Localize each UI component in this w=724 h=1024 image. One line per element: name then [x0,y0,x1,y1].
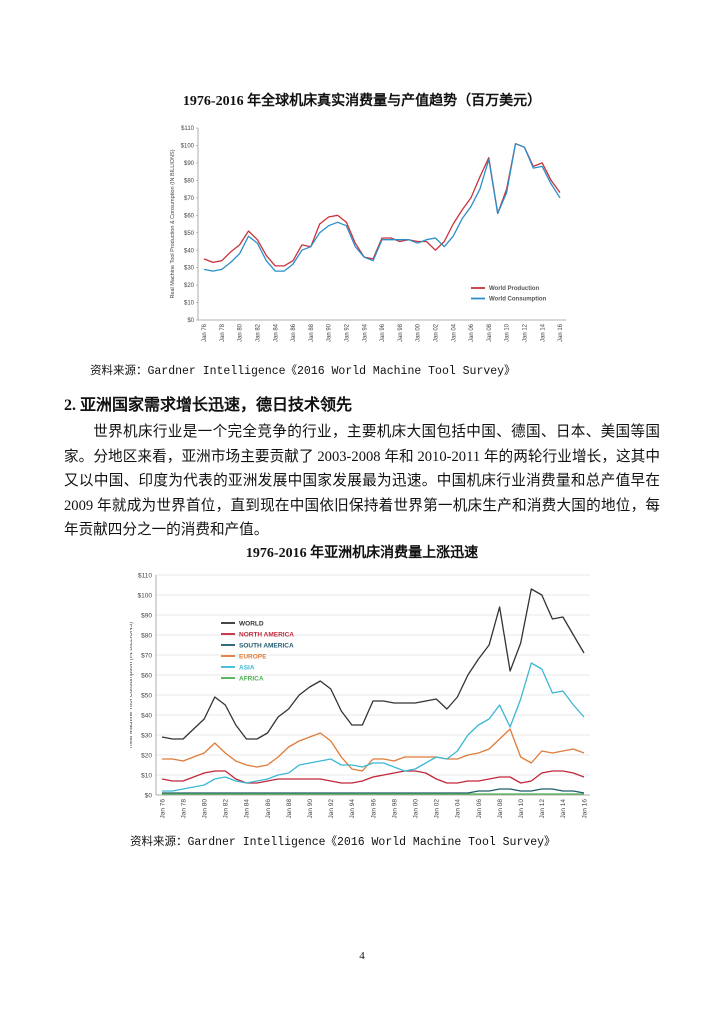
chart: $0 $10 $20 $30 $40 $50 $60 $70 $80 $90 $100 $110 Rea… [130,572,590,819]
y-tick-label: $90 [141,612,152,619]
x-tick-label: Jan 08 [497,799,504,819]
y-tick-label: $80 [184,178,195,184]
x-tick-label: Jan 94 [362,323,368,342]
x-tick-label: Jan 88 [286,799,293,819]
y-tick-label: $80 [141,632,152,639]
x-tick-label: Jan 02 [434,799,441,819]
x-tick-label: Jan 84 [273,323,279,342]
y-tick-label: $90 [184,161,195,167]
x-tick-label: Jan 90 [307,799,314,819]
y-tick-label: $10 [141,772,152,779]
x-tick-label: Jan 04 [455,799,462,819]
series-line [162,728,585,772]
y-tick-label: $0 [187,318,194,324]
series-line [161,588,585,740]
x-tick-label: Jan 16 [558,323,564,342]
x-tick-label: Jan 86 [265,799,272,819]
series-line [162,788,585,794]
y-tick-label: $60 [141,672,152,679]
chart-title: 1976-2016 年亚洲机床消费量上涨迅速 [245,546,479,561]
x-tick-label: Jan 06 [476,799,483,819]
y-tick-label: $50 [141,692,152,699]
legend-label: World Consumption [489,297,547,303]
x-tick-label: Jan 78 [180,799,187,819]
x-tick-label: Jan 92 [328,799,335,819]
paragraph: 世界机床行业是一个完全竞争的行业，主要机床大国包括中国、德国、日本、美国等国家。… [64,424,660,538]
x-tick-label: Jan 14 [540,323,546,342]
x-tick-label: Jan 06 [469,323,475,342]
source: 资料来源：Gardner Intelligence《2016 World Mac… [90,365,516,378]
x-tick-label: Jan 14 [560,799,567,819]
legend-label: ASIA [239,664,255,671]
x-tick-label: Jan 04 [451,323,457,342]
x-tick-label: Jan 12 [523,323,529,342]
x-tick-label: Jan 82 [256,323,262,342]
source: 资料来源：Gardner Intelligence《2016 World Mac… [130,836,556,849]
legend-label: World Production [489,286,540,292]
legend-label: WORLD [239,620,264,627]
y-tick-label: $110 [138,572,152,579]
y-tick-label: $40 [184,248,195,254]
x-tick-label: Jan 10 [518,799,525,819]
y-tick-label: $110 [181,126,195,132]
page-number: 4 [359,950,365,962]
x-tick-label: Jan 08 [487,323,493,342]
y-tick-label: $50 [184,231,195,237]
y-tick-label: $60 [184,213,195,219]
y-tick-label: $40 [141,712,152,719]
series-line [203,143,561,267]
y-axis-label: Real Machine Tool Consumption (IN BILLIO… [130,622,134,749]
x-tick-label: Jan 92 [345,323,351,342]
x-tick-label: Jan 90 [327,323,333,342]
x-tick-label: Jan 86 [291,323,297,342]
chart-title: 1976-2016 年全球机床真实消费量与产值趋势（百万美元） [182,94,542,109]
y-tick-label: $10 [184,301,195,307]
y-tick-label: $30 [184,266,195,272]
x-tick-label: Jan 98 [398,323,404,342]
x-tick-label: Jan 76 [202,323,208,342]
x-tick-label: Jan 88 [309,323,315,342]
y-tick-label: $100 [138,592,153,599]
x-tick-label: Jan 98 [391,799,398,819]
x-tick-label: Jan 00 [412,799,419,819]
y-tick-label: $20 [141,752,152,759]
legend-label: SOUTH AMERICA [239,642,294,649]
series-line [203,143,561,272]
chart: $0 $10 $20 $30 $40 $50 $60 $70 $80 $90 $100 $110 Rea… [170,126,566,342]
series-line [162,662,585,792]
x-tick-label: Jan 94 [349,799,356,819]
series-line [161,770,585,784]
y-tick-label: $100 [181,144,195,150]
x-tick-label: Jan 80 [201,799,208,819]
x-tick-label: Jan 02 [434,323,440,342]
x-tick-label: Jan 78 [220,323,226,342]
section-heading: 2. 亚洲国家需求增长迅速，德日技术领先 [64,397,353,414]
x-tick-label: Jan 82 [223,799,230,819]
x-tick-label: Jan 12 [539,799,546,819]
y-tick-label: $70 [184,196,195,202]
x-tick-label: Jan 10 [505,323,511,342]
legend-label: NORTH AMERICA [239,631,294,638]
x-tick-label: Jan 00 [416,323,422,342]
legend-label: EUROPE [239,653,267,660]
legend-label: AFRICA [239,675,264,682]
y-axis-label: Real Machine Tool Production & Consumpti… [170,149,176,298]
y-tick-label: $20 [184,283,195,289]
x-tick-label: Jan 76 [159,799,166,819]
x-tick-label: Jan 96 [380,323,386,342]
x-tick-label: Jan 96 [370,799,377,819]
x-tick-label: Jan 84 [244,799,251,819]
y-tick-label: $70 [141,652,152,659]
y-tick-label: $0 [145,792,153,799]
x-tick-label: Jan 16 [581,799,588,819]
x-tick-label: Jan 80 [238,323,244,342]
y-tick-label: $30 [141,732,152,739]
